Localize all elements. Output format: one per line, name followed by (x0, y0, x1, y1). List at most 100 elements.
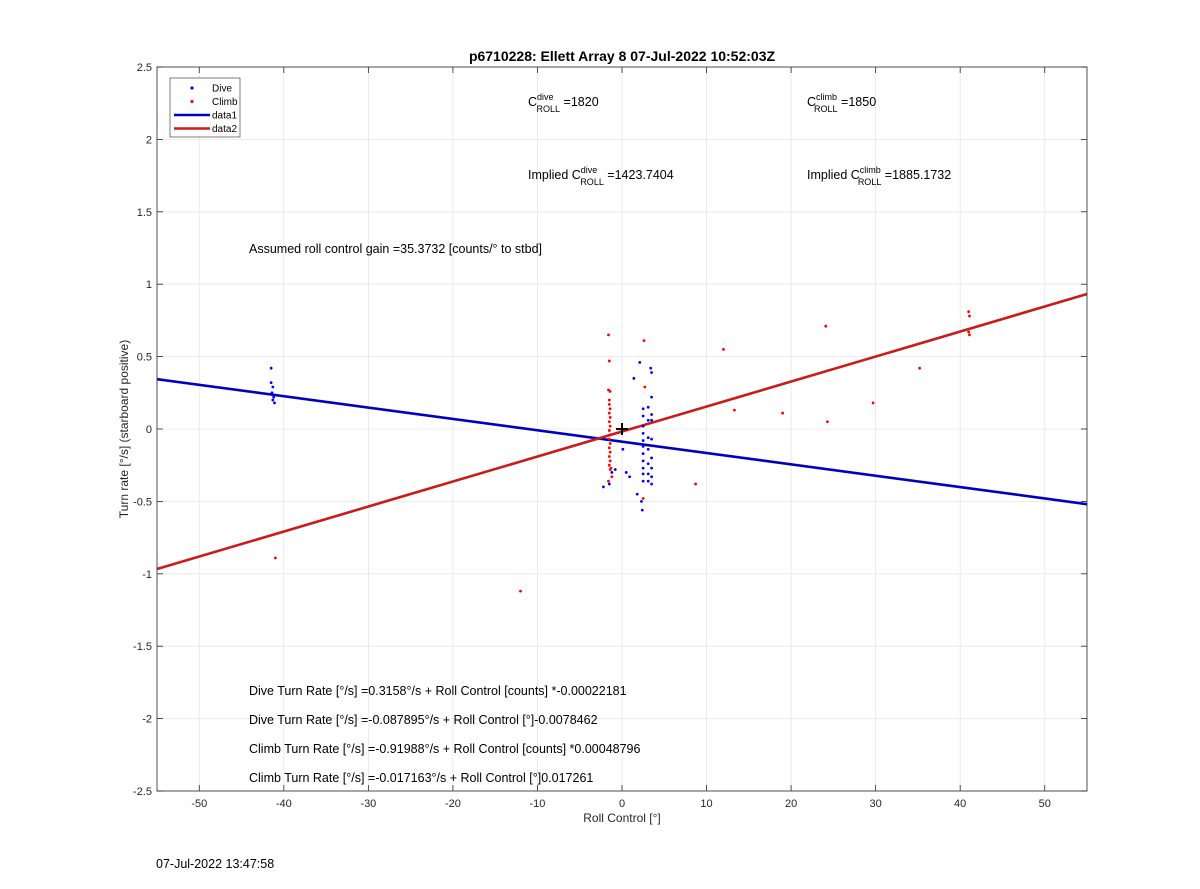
climb-point (608, 416, 612, 419)
series-climb (273, 310, 971, 593)
y-tick-label: 1 (146, 279, 152, 291)
dive-point (640, 508, 644, 512)
x-tick-label: -20 (445, 798, 461, 810)
y-tick-labels: -2.5 -2 -1.5 -1 -0.5 0 0.5 1 1.5 2 2.5 (133, 62, 152, 798)
legend-label-data2: data2 (212, 124, 237, 135)
dive-point (270, 391, 274, 395)
dive-point (635, 492, 639, 496)
y-tick-label: 2 (146, 134, 152, 146)
roll-gain-annotation: Assumed roll control gain =35.3732 [coun… (249, 242, 542, 256)
y-tick-label: -2 (142, 714, 152, 726)
climb-point (608, 433, 612, 437)
chart-title: p6710228: Ellett Array 8 07-Jul-2022 10:… (469, 48, 776, 64)
y-tick-label: -1 (142, 569, 152, 581)
dive-point (650, 466, 653, 470)
equation-dive-counts: Dive Turn Rate [°/s] =0.3158°/s + Roll C… (249, 684, 627, 698)
y-tick-label: 0 (146, 424, 152, 436)
y-tick-label: 2.5 (137, 62, 152, 74)
climb-point (608, 407, 612, 411)
origin-marker (616, 423, 628, 435)
dive-point (641, 424, 645, 428)
grid (157, 66, 1087, 792)
dive-point (640, 500, 643, 503)
climb-point (607, 463, 611, 467)
x-tick-label: 40 (954, 798, 966, 810)
dive-point (610, 471, 614, 474)
dive-point (650, 418, 653, 422)
dive-point (641, 431, 645, 435)
dive-point (641, 444, 645, 448)
dive-point (607, 482, 611, 486)
climb-point (694, 482, 697, 486)
dive-point (650, 371, 653, 374)
dive-point (272, 395, 276, 399)
legend-marker-dive (190, 86, 194, 90)
dive-point (641, 472, 645, 476)
climb-point (826, 420, 829, 424)
dive-point (646, 479, 650, 483)
climb-point (607, 402, 611, 406)
x-axis-label: Roll Control [°] (583, 811, 661, 825)
dive-point (641, 479, 645, 483)
y-tick-label: -2.5 (133, 786, 152, 798)
implied-dive-annotation: Implied Cdive ROLL =1423.7404 (528, 165, 674, 187)
dive-point (641, 414, 645, 418)
dive-point (621, 447, 625, 451)
dive-point (650, 437, 653, 441)
climb-point (607, 420, 611, 424)
climb-point (608, 389, 612, 393)
dive-point (641, 407, 645, 411)
climb-point (641, 497, 645, 500)
climb-point (607, 398, 611, 402)
climb-point (607, 333, 610, 337)
plot-frame (156, 66, 1088, 792)
climb-point (607, 479, 610, 483)
dive-point (271, 398, 275, 402)
x-tick-label: 20 (785, 798, 797, 810)
fit-line-data1 (156, 377, 1088, 506)
climb-point (967, 330, 971, 334)
legend-label-climb: Climb (212, 97, 238, 108)
dive-point (649, 366, 653, 370)
climb-point (824, 324, 828, 328)
dive-point (613, 468, 617, 471)
dive-point (650, 475, 653, 479)
dive-point (641, 439, 645, 442)
climb-point (607, 455, 611, 458)
climb-point (722, 347, 725, 351)
dive-point (646, 447, 650, 451)
c-climb-annotation: Cclimb ROLL =1850 (807, 92, 876, 114)
dive-point (646, 472, 650, 476)
dive-point (273, 401, 276, 405)
climb-point (733, 408, 736, 412)
dive-point (650, 456, 653, 460)
dive-point (632, 376, 636, 380)
legend-marker-climb (190, 99, 194, 104)
climb-point (643, 385, 647, 389)
x-tick-labels: -50 -40 -30 -20 -10 0 10 20 30 40 50 (191, 798, 1051, 810)
climb-point (918, 366, 921, 370)
dive-point (269, 381, 273, 385)
x-tick-label: 30 (870, 798, 882, 810)
climb-point (607, 446, 611, 450)
climb-point (273, 556, 277, 560)
legend-label-data1: data1 (212, 111, 237, 122)
x-tick-label: 50 (1039, 798, 1051, 810)
climb-point (607, 359, 611, 363)
climb-point (967, 310, 971, 314)
y-axis-label: Turn rate [°/s] (starboard positive) (117, 340, 131, 518)
x-tick-label: -40 (276, 798, 292, 810)
x-tick-label: -30 (360, 798, 376, 810)
climb-point (607, 411, 611, 415)
x-tick-label: 10 (700, 798, 712, 810)
climb-point (608, 424, 612, 428)
climb-point (519, 589, 522, 593)
climb-point (607, 429, 611, 432)
climb-point (608, 450, 612, 454)
dive-point (628, 475, 632, 479)
x-tick-label: -10 (530, 798, 546, 810)
dive-point (641, 466, 645, 470)
y-tick-label: -0.5 (133, 496, 152, 508)
climb-point (607, 437, 611, 441)
